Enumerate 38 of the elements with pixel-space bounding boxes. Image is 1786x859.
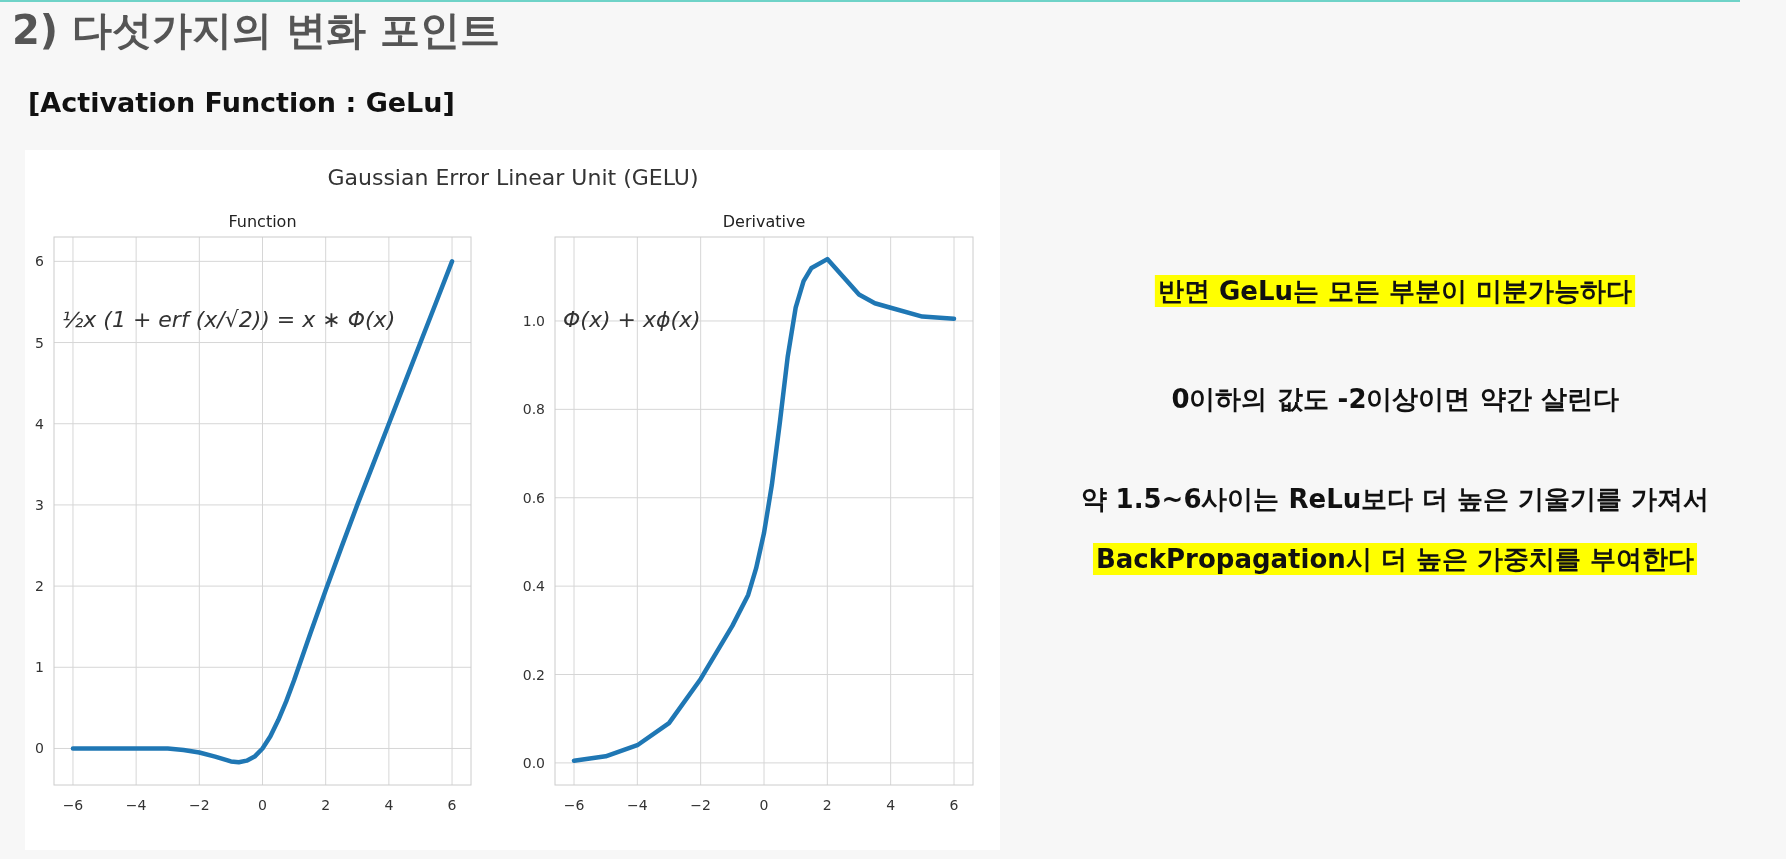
chart-title: Derivative bbox=[722, 212, 806, 231]
x-tick-label: 2 bbox=[822, 797, 832, 813]
text: 반면 GeLu는 모든 부분이 미분가능하다 bbox=[1157, 276, 1633, 306]
x-tick-label: 6 bbox=[949, 797, 959, 813]
x-tick-label: −6 bbox=[62, 797, 84, 813]
y-tick-label: 0.2 bbox=[522, 666, 545, 683]
y-tick-label: 3 bbox=[35, 496, 44, 513]
x-tick-label: 4 bbox=[384, 797, 394, 813]
x-tick-label: 0 bbox=[258, 797, 267, 813]
x-tick-label: −6 bbox=[563, 797, 585, 813]
x-tick-label: −4 bbox=[125, 797, 147, 813]
y-tick-label: 2 bbox=[35, 578, 44, 595]
y-tick-label: 0.0 bbox=[522, 754, 545, 771]
y-tick-label: 0.4 bbox=[522, 578, 546, 595]
y-tick-label: 1 bbox=[35, 659, 44, 676]
text: Gaussian Error Linear Unit (GELU) bbox=[327, 165, 699, 190]
text: 약 1.5~6사이는 ReLu보다 더 높은 기울기를 가져서 bbox=[1080, 484, 1710, 514]
y-tick-label: 0.6 bbox=[522, 489, 546, 506]
y-tick-label: 5 bbox=[35, 334, 44, 351]
text: [Activation Function : GeLu] bbox=[28, 87, 455, 118]
text: BackPropagation시 더 높은 가중치를 부여한다 bbox=[1095, 544, 1695, 574]
annotation: Φ(x) + xϕ(x) bbox=[563, 307, 701, 332]
x-tick-label: −2 bbox=[690, 797, 711, 813]
x-tick-label: −4 bbox=[627, 797, 648, 813]
y-tick-label: 6 bbox=[35, 253, 45, 270]
x-tick-label: 2 bbox=[321, 797, 331, 813]
x-tick-label: 0 bbox=[759, 797, 769, 813]
y-tick-label: 4 bbox=[35, 415, 45, 432]
y-tick-label: 0.8 bbox=[522, 401, 545, 418]
y-tick-label: 1.0 bbox=[522, 312, 545, 329]
x-tick-label: 4 bbox=[886, 797, 896, 813]
annotation: ½x (1 + erf (x/√2)) = x ∗ Φ(x) bbox=[62, 307, 396, 332]
x-tick-label: −2 bbox=[189, 797, 210, 813]
x-tick-label: 6 bbox=[447, 797, 457, 813]
text: 0이하의 값도 -2이상이면 약간 살린다 bbox=[1171, 384, 1619, 414]
chart-title: Function bbox=[228, 212, 297, 231]
text: 2) 다섯가지의 변화 포인트 bbox=[12, 7, 500, 53]
y-tick-label: 0 bbox=[35, 740, 44, 757]
